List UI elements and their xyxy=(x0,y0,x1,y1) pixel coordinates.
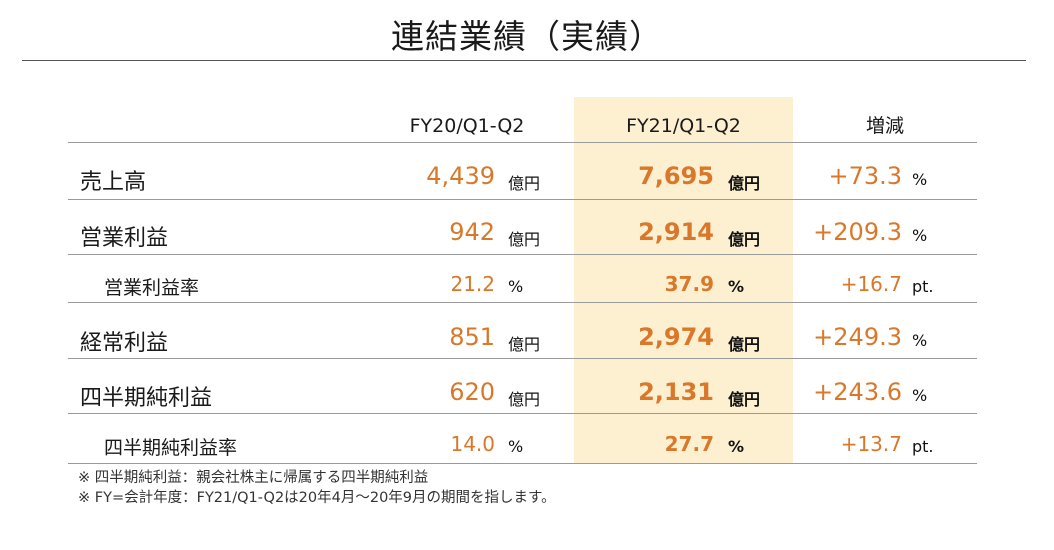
curr-unit: % xyxy=(728,437,745,456)
column-header-prev: FY20/Q1-Q2 xyxy=(409,115,525,137)
row-label: 四半期純利益 xyxy=(80,386,213,411)
change-unit: pt. xyxy=(912,437,934,456)
curr-value: 7,695 xyxy=(638,162,714,190)
footnote: ※ FY=会計年度：FY21/Q1-Q2は20年4月～20年9月の期間を指します… xyxy=(78,490,556,506)
prev-unit: 億円 xyxy=(508,335,541,354)
prev-unit: 億円 xyxy=(508,390,541,409)
row-rule xyxy=(68,358,977,359)
prev-unit: 億円 xyxy=(508,230,541,249)
curr-unit: 億円 xyxy=(728,390,761,409)
column-header-curr: FY21/Q1-Q2 xyxy=(626,115,741,137)
prev-value: 21.2 xyxy=(450,272,495,296)
prev-value: 942 xyxy=(449,218,495,246)
change-value: +16.7 xyxy=(840,272,902,296)
curr-unit: 億円 xyxy=(728,174,761,193)
row-rule xyxy=(68,254,977,255)
row-label: 営業利益 xyxy=(80,226,169,251)
curr-value: 2,914 xyxy=(638,218,714,246)
prev-value: 620 xyxy=(449,378,495,406)
row-rule xyxy=(68,302,977,303)
curr-value: 27.7 xyxy=(664,432,714,456)
header-rule xyxy=(68,142,977,143)
row-rule xyxy=(68,463,977,464)
change-unit: pt. xyxy=(912,277,934,296)
current-period-highlight xyxy=(574,97,793,464)
title-divider xyxy=(22,60,1026,61)
change-value: +73.3 xyxy=(828,162,902,190)
curr-value: 37.9 xyxy=(664,272,714,296)
footnote: ※ 四半期純利益：親会社株主に帰属する四半期純利益 xyxy=(78,470,429,486)
row-label: 売上高 xyxy=(80,170,147,195)
change-unit: % xyxy=(912,226,928,245)
row-label: 四半期純利益率 xyxy=(104,437,238,459)
curr-unit: 億円 xyxy=(728,230,761,249)
page-title: 連結業績（実績） xyxy=(391,17,663,56)
footnotes: ※ 四半期純利益：親会社株主に帰属する四半期純利益 ※ FY=会計年度：FY21… xyxy=(78,468,556,508)
change-unit: % xyxy=(912,170,928,189)
column-header-change: 増減 xyxy=(865,115,904,137)
change-value: +209.3 xyxy=(813,218,902,246)
change-value: +13.7 xyxy=(840,432,902,456)
prev-value: 4,439 xyxy=(426,162,495,190)
curr-unit: % xyxy=(728,277,745,296)
change-value: +243.6 xyxy=(813,378,902,406)
curr-value: 2,131 xyxy=(638,378,714,406)
row-rule xyxy=(68,199,977,200)
row-rule xyxy=(68,413,977,414)
curr-unit: 億円 xyxy=(728,335,761,354)
prev-value: 851 xyxy=(449,323,495,351)
change-value: +249.3 xyxy=(813,323,902,351)
curr-value: 2,974 xyxy=(638,323,714,351)
row-label: 営業利益率 xyxy=(104,277,200,299)
row-label: 経常利益 xyxy=(80,331,169,356)
prev-unit: 億円 xyxy=(508,174,541,193)
change-unit: % xyxy=(912,331,928,350)
change-unit: % xyxy=(912,386,928,405)
prev-unit: % xyxy=(508,437,524,456)
prev-unit: % xyxy=(508,277,524,296)
prev-value: 14.0 xyxy=(450,432,495,456)
